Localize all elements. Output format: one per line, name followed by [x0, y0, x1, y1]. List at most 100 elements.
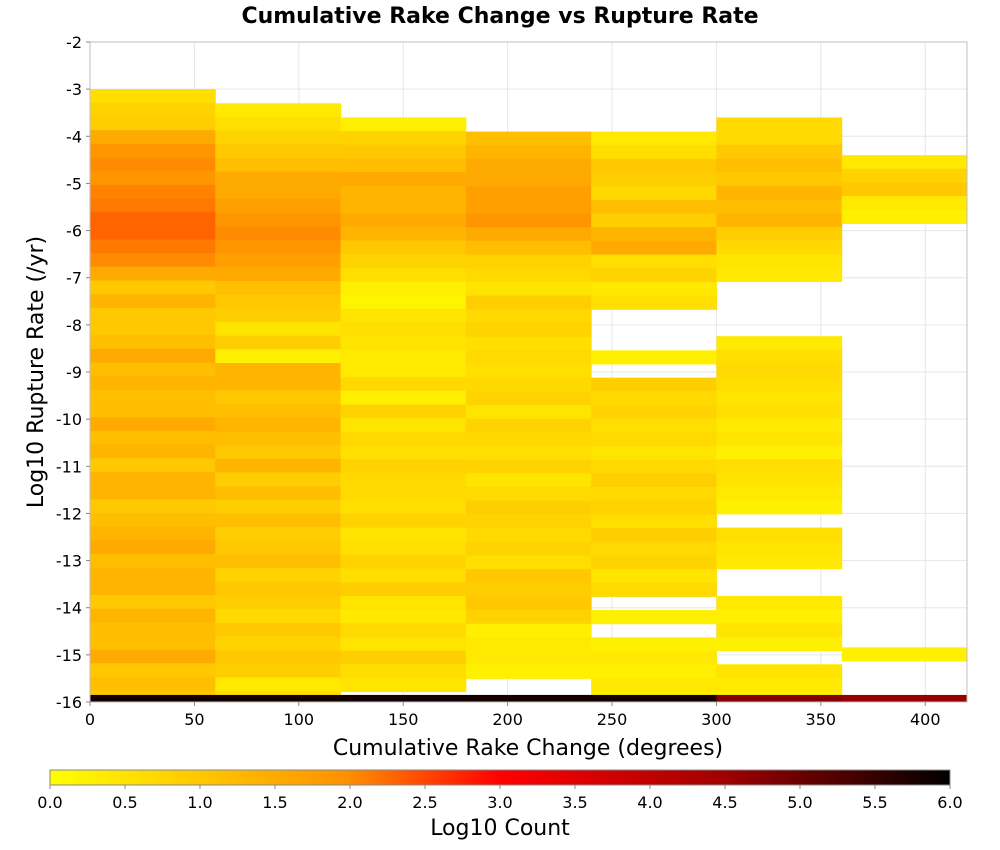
heatmap-cell — [340, 281, 467, 296]
heatmap-cell — [90, 444, 216, 459]
heatmap-cell — [465, 199, 592, 215]
heatmap-cell — [215, 417, 342, 432]
heatmap-cell — [841, 647, 968, 662]
heatmap-cell — [591, 446, 717, 461]
heatmap-cell — [340, 377, 467, 392]
heatmap-cell — [591, 432, 717, 447]
heatmap-cell — [90, 143, 216, 158]
heatmap-cell — [465, 569, 592, 584]
heatmap-cell — [215, 144, 342, 159]
heatmap-cell — [716, 623, 843, 638]
heatmap-cell — [215, 212, 342, 227]
chart-title: Cumulative Rake Change vs Rupture Rate — [241, 4, 758, 29]
heatmap-cell — [90, 594, 216, 610]
heatmap-cell — [90, 499, 216, 514]
heatmap-cell — [90, 266, 216, 282]
heatmap-cell — [340, 117, 467, 132]
heatmap-cell — [716, 267, 843, 282]
heatmap-cell — [215, 240, 342, 255]
y-tick-label: -6 — [66, 222, 82, 241]
heatmap-cell — [90, 567, 216, 582]
heatmap-cell — [90, 89, 216, 104]
heatmap-cell — [90, 184, 216, 200]
heatmap-cell — [340, 486, 467, 501]
heatmap-cell — [716, 185, 843, 200]
heatmap-cell — [716, 445, 843, 460]
y-tick-label: -11 — [56, 457, 82, 476]
heatmap-cell — [340, 677, 467, 693]
heatmap-cell — [591, 610, 717, 625]
heatmap-cell — [465, 664, 592, 679]
heatmap-cell — [465, 295, 592, 310]
heatmap-cell — [591, 459, 717, 474]
heatmap-cell — [716, 349, 843, 365]
heatmap-cell — [340, 144, 467, 159]
heatmap-cell — [591, 254, 717, 269]
heatmap-cell — [340, 513, 467, 529]
heatmap-cell — [340, 445, 467, 460]
heatmap-cell — [90, 636, 216, 651]
heatmap-cell — [465, 240, 592, 256]
colorbar-tick-label: 2.5 — [412, 793, 437, 812]
heatmap-cell — [465, 528, 592, 543]
heatmap-cell — [716, 199, 843, 214]
x-tick-label: 50 — [184, 710, 204, 729]
heatmap-cell — [716, 144, 843, 159]
heatmap-cell — [716, 226, 843, 241]
y-tick-label: -3 — [66, 80, 82, 99]
colorbar-tick-label: 4.5 — [712, 793, 737, 812]
y-tick-label: -16 — [56, 693, 82, 712]
heatmap-cell — [465, 158, 592, 174]
y-tick-label: -10 — [56, 410, 82, 429]
heatmap-cell — [465, 213, 592, 228]
heatmap-cell — [340, 418, 467, 433]
heatmap-cell — [841, 182, 968, 197]
heatmap-cell — [215, 472, 342, 487]
heatmap-cell — [465, 405, 592, 420]
heatmap-cell — [591, 651, 717, 666]
heatmap-cell — [215, 198, 342, 214]
heatmap-cell — [90, 458, 216, 473]
heatmap-cell — [215, 650, 342, 665]
heatmap-cell — [841, 694, 968, 702]
heatmap-cell — [340, 623, 467, 638]
heatmap-cell — [340, 295, 467, 310]
heatmap-cell — [340, 254, 467, 269]
y-tick-label: -9 — [66, 363, 82, 382]
heatmap-cell — [340, 472, 467, 488]
heatmap-cell — [90, 403, 216, 418]
heatmap-cell — [465, 172, 592, 187]
heatmap-cell — [215, 404, 342, 419]
y-tick-label: -14 — [56, 599, 82, 618]
heatmap-cell — [841, 196, 968, 211]
heatmap-cell — [215, 609, 342, 624]
heatmap-cell — [465, 487, 592, 502]
heatmap-cell — [465, 145, 592, 160]
heatmap-cell — [90, 171, 216, 186]
heatmap-cell — [716, 431, 843, 447]
y-axis-ticks: -2 -3 -4 -5 -6 -7 -8 -9 -10 -11 -12 -13 -14 -15 -16 — [56, 33, 90, 712]
heatmap-cell — [716, 131, 843, 146]
heatmap-cell — [716, 554, 843, 570]
heatmap-cell — [591, 678, 717, 693]
colorbar-ticks: 0.0 0.5 1.0 1.5 2.0 2.5 3.0 3.5 4.0 4.5 5.0 5.5 6.0 — [37, 785, 963, 812]
heatmap-cell — [465, 473, 592, 488]
y-tick-label: -12 — [56, 504, 82, 523]
heatmap-cell — [90, 677, 216, 692]
heatmap-cell — [90, 280, 216, 295]
heatmap-cell — [716, 636, 843, 652]
heatmap-cell — [716, 377, 843, 392]
heatmap-cell — [215, 349, 342, 364]
x-tick-label: 300 — [701, 710, 732, 729]
heatmap-cell — [716, 336, 843, 351]
heatmap-cell — [215, 581, 342, 596]
heatmap-cell — [340, 541, 467, 556]
heatmap-cell — [591, 500, 717, 515]
heatmap-cell — [340, 694, 467, 702]
heatmap-cell — [215, 157, 342, 173]
heatmap-cell — [841, 155, 968, 170]
heatmap-cell — [90, 526, 216, 541]
colorbar-tick-label: 2.0 — [337, 793, 362, 812]
heatmap-cell — [716, 500, 843, 515]
heatmap-cell — [465, 651, 592, 666]
